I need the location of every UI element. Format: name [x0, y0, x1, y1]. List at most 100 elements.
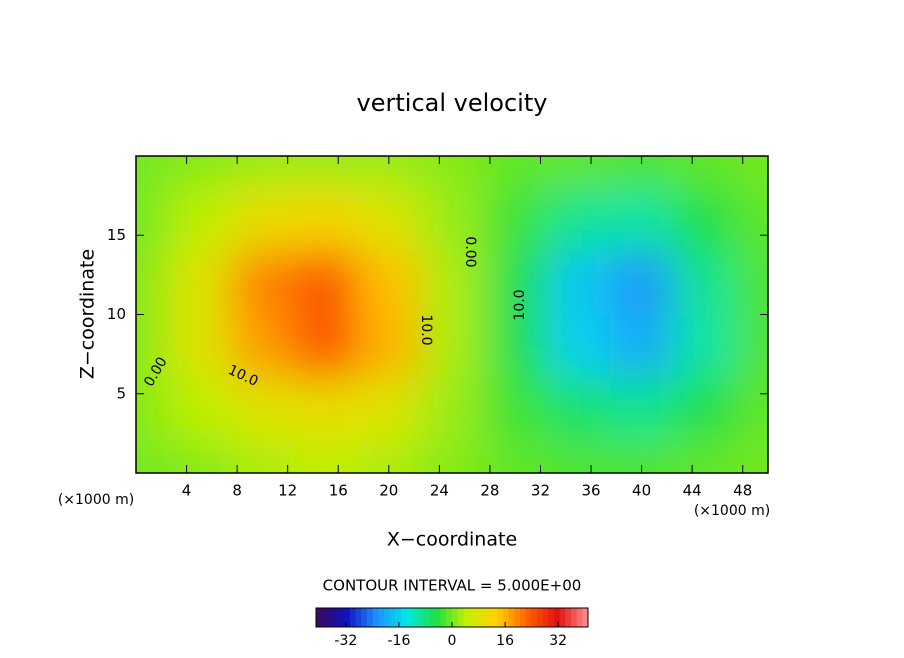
- field-cell: [673, 314, 737, 378]
- colorbar-segment: [367, 608, 374, 627]
- colorbar-segment: [429, 608, 436, 627]
- field-cell: [357, 251, 421, 315]
- field-cell: [610, 377, 674, 442]
- y-tick-label: 10: [107, 305, 126, 323]
- contour-interval: CONTOUR INTERVAL = 5.000E+00: [323, 577, 582, 595]
- colorbar-segment: [582, 608, 589, 627]
- field-cell: [546, 251, 610, 315]
- contour-label: 10.0: [512, 289, 528, 320]
- colorbar-segment: [321, 608, 328, 627]
- colorbar-segment: [463, 608, 470, 627]
- colorbar-segment: [372, 608, 379, 627]
- field-cell: [167, 314, 231, 378]
- contour-label: 0.00: [462, 236, 478, 267]
- colorbar-segment: [491, 608, 498, 627]
- field-cell: [294, 377, 358, 442]
- field-cell: [610, 251, 674, 315]
- colorbar-segment: [548, 608, 555, 627]
- field-cell: [736, 314, 768, 378]
- colorbar-segment: [406, 608, 413, 627]
- field-cell: [294, 156, 358, 188]
- field-cell: [483, 251, 547, 315]
- colorbar-tick-label: -32: [334, 633, 357, 649]
- colorbar-segment: [514, 608, 521, 627]
- field-cell: [673, 156, 737, 188]
- colorbar-segment: [576, 608, 583, 627]
- field-cell: [483, 156, 547, 188]
- field-cell: [610, 156, 674, 188]
- field-cell: [546, 314, 610, 378]
- colorbar-segment: [395, 608, 402, 627]
- field-cell: [167, 187, 231, 252]
- field-cell: [136, 441, 168, 473]
- x-tick-label: 28: [480, 482, 499, 500]
- x-tick-label: 24: [430, 482, 449, 500]
- field-cell: [420, 251, 484, 315]
- colorbar-tick-label: 16: [496, 633, 514, 649]
- colorbar-segment: [503, 608, 510, 627]
- colorbar-segment: [316, 608, 323, 627]
- colorbar-tick-label: 0: [448, 633, 457, 649]
- colorbar-tick-label: 32: [549, 633, 567, 649]
- field-cell: [167, 156, 231, 188]
- field: [136, 156, 768, 473]
- colorbar-segment: [344, 608, 351, 627]
- colorbar-segment: [361, 608, 368, 627]
- colorbar-segment: [480, 608, 487, 627]
- field-cell: [136, 251, 168, 315]
- field-cell: [483, 314, 547, 378]
- field-cell: [610, 314, 674, 378]
- field-cell: [230, 251, 294, 315]
- field-cell: [357, 314, 421, 378]
- y-tick-label: 15: [107, 226, 126, 244]
- y-tick-label: 5: [116, 384, 126, 402]
- x-tick-label: 8: [232, 482, 242, 500]
- chart-title: vertical velocity: [357, 89, 548, 117]
- field-cells: [136, 156, 768, 473]
- colorbar-segment: [474, 608, 481, 627]
- field-cell: [736, 377, 768, 442]
- colorbar-segment: [440, 608, 447, 627]
- field-cell: [673, 377, 737, 442]
- colorbar-segment: [537, 608, 544, 627]
- colorbar-segment: [508, 608, 515, 627]
- colorbar-segment: [338, 608, 345, 627]
- field-cell: [294, 251, 358, 315]
- field-cell: [357, 377, 421, 442]
- colorbar-segment: [520, 608, 527, 627]
- x-tick-label: 48: [733, 482, 752, 500]
- field-cell: [230, 441, 294, 473]
- x-tick-label: 32: [531, 482, 550, 500]
- field-cell: [420, 314, 484, 378]
- field-cell: [546, 156, 610, 188]
- colorbar-segment: [571, 608, 578, 627]
- field-cell: [230, 377, 294, 442]
- field-cell: [294, 314, 358, 378]
- colorbar-segment: [350, 608, 357, 627]
- x-tick-label: 12: [278, 482, 297, 500]
- x-tick-label: 20: [379, 482, 398, 500]
- field-cell: [294, 187, 358, 252]
- field-cell: [736, 441, 768, 473]
- field-cell: [610, 187, 674, 252]
- field-cell: [736, 187, 768, 252]
- colorbar-segment: [554, 608, 561, 627]
- field-cell: [420, 156, 484, 188]
- field-cell: [673, 251, 737, 315]
- colorbar-segment: [565, 608, 572, 627]
- colorbar-segment: [457, 608, 464, 627]
- field-cell: [546, 377, 610, 442]
- x-tick-label: 40: [632, 482, 651, 500]
- x-tick-label: 44: [683, 482, 702, 500]
- field-cell: [230, 156, 294, 188]
- colorbar-segment: [469, 608, 476, 627]
- x-tick-label: 36: [581, 482, 600, 500]
- x-tick-label: 16: [329, 482, 348, 500]
- field-cell: [420, 377, 484, 442]
- field-cell: [230, 314, 294, 378]
- x-axis-label: X−coordinate: [387, 529, 517, 551]
- colorbar-segment: [497, 608, 504, 627]
- colorbar-segment: [486, 608, 493, 627]
- colorbar-segment: [423, 608, 430, 627]
- x-tick-label: 4: [182, 482, 192, 500]
